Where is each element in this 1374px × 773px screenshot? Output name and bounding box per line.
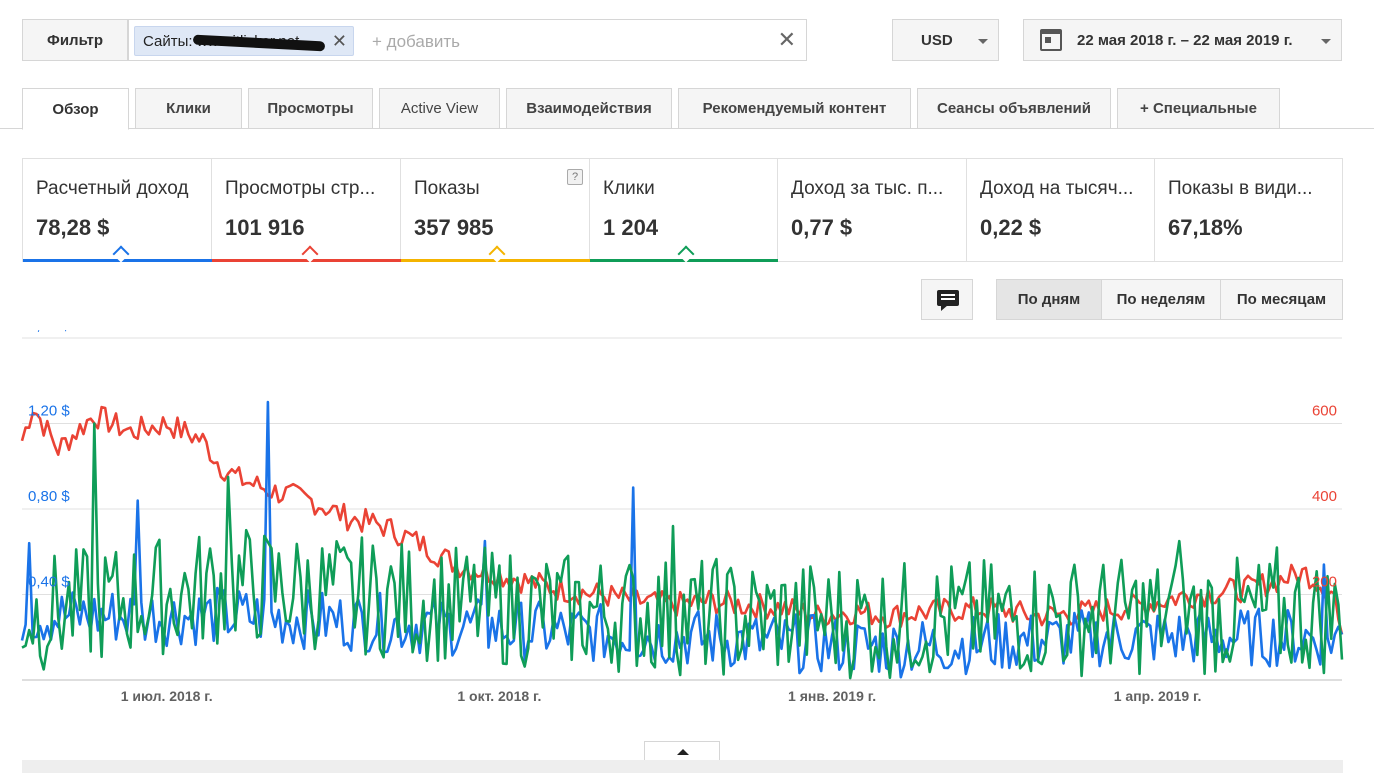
date-range-picker[interactable]: 22 мая 2018 г. – 22 мая 2019 г. [1023,19,1342,61]
left-axis-tick-label: 0,80 $ [28,488,70,505]
tab-active-view[interactable]: Active View [379,88,500,129]
granularity-months[interactable]: По месяцам [1220,279,1343,320]
metric-title: Расчетный доход [36,178,189,199]
granularity-days[interactable]: По дням [996,279,1102,320]
filter-button[interactable]: Фильтр [22,19,128,61]
metric-card-clicks[interactable]: Клики 1 204 [590,159,778,263]
metric-value: 101 916 [225,215,305,240]
metric-value: 1 204 [603,215,659,240]
series-line [21,422,1344,680]
metric-card-page-rpm[interactable]: Доход за тыс. п... 0,77 $ [778,159,967,261]
caret-up-icon [677,749,689,755]
right-axis-tick-label: 400 [1312,488,1337,505]
tab-interactions[interactable]: Взаимодействия [506,88,672,129]
metric-title: Клики [603,178,655,199]
metric-value: 0,22 $ [980,215,1042,240]
left-axis-tick-label: 1,20 $ [28,403,70,420]
series-line [20,405,1344,635]
add-filter-placeholder[interactable]: + добавить [372,32,460,51]
x-axis-tick-label: 1 апр. 2019 г. [1114,688,1202,704]
x-axis-tick-label: 1 янв. 2019 г. [788,688,876,704]
tab-views[interactable]: Просмотры [248,88,373,129]
right-axis-tick-label: 600 [1312,403,1337,420]
performance-chart[interactable]: 1,60 $ 1,20 $ 0,80 $ 0,40 $ 800 600 400 200 1 ию… [0,330,1374,710]
metric-card-revenue[interactable]: Расчетный доход 78,28 $ [23,159,212,263]
comment-icon [937,290,959,311]
collapse-table-button[interactable] [644,741,720,763]
tab-overview[interactable]: Обзор [22,88,129,130]
tab-recommended-content[interactable]: Рекомендуемый контент [678,88,911,129]
caret-down-icon [978,39,988,44]
tab-custom[interactable]: + Специальные [1117,88,1280,129]
annotations-button[interactable] [921,279,973,320]
table-header-strip [22,760,1343,773]
metric-card-impression-rpm[interactable]: Доход на тысяч... 0,22 $ [967,159,1155,261]
metric-value: 67,18% [1168,215,1243,240]
tab-ad-sessions[interactable]: Сеансы объявлений [917,88,1111,129]
help-icon[interactable]: ? [567,169,583,185]
metric-title: Показы [414,178,480,199]
currency-value: USD [921,32,953,49]
filter-input[interactable]: Сайты: www.itlicker.net ✕ + добавить ✕ [128,19,807,61]
metric-title: Доход за тыс. п... [791,178,944,199]
currency-select[interactable]: USD [892,19,999,61]
x-axis-tick-label: 1 окт. 2018 г. [457,688,541,704]
metric-title: Показы в види... [1168,178,1313,199]
metric-value: 0,77 $ [791,215,853,240]
metric-title: Доход на тысяч... [980,178,1134,199]
metric-color-bar [23,259,212,262]
metric-value: 78,28 $ [36,215,110,240]
right-axis-tick-label: 800 [1312,330,1337,334]
calendar-icon [1040,29,1062,51]
metric-value: 357 985 [414,215,494,240]
remove-chip-icon[interactable]: ✕ [331,31,347,51]
date-range-value: 22 мая 2018 г. – 22 мая 2019 г. [1077,32,1293,49]
left-axis-tick-label: 0,40 $ [28,574,70,591]
metric-card-pageviews[interactable]: Просмотры стр... 101 916 [212,159,401,263]
tab-clicks[interactable]: Клики [135,88,242,129]
metric-card-viewability[interactable]: Показы в види... 67,18% [1155,159,1342,261]
close-icon[interactable]: ✕ [777,27,796,52]
x-axis-tick-label: 1 июл. 2018 г. [121,688,213,704]
metric-color-bar [212,259,401,262]
granularity-weeks[interactable]: По неделям [1101,279,1221,320]
caret-down-icon [1321,39,1331,44]
metric-cards: Расчетный доход 78,28 $ Просмотры стр...… [22,158,1343,263]
filter-chip[interactable]: Сайты: www.itlicker.net ✕ [134,26,354,56]
left-axis-tick-label: 1,60 $ [28,330,70,334]
metric-card-impressions[interactable]: Показы 357 985 ? [401,159,590,263]
right-axis-tick-label: 200 [1312,574,1337,591]
metric-title: Просмотры стр... [225,178,376,199]
